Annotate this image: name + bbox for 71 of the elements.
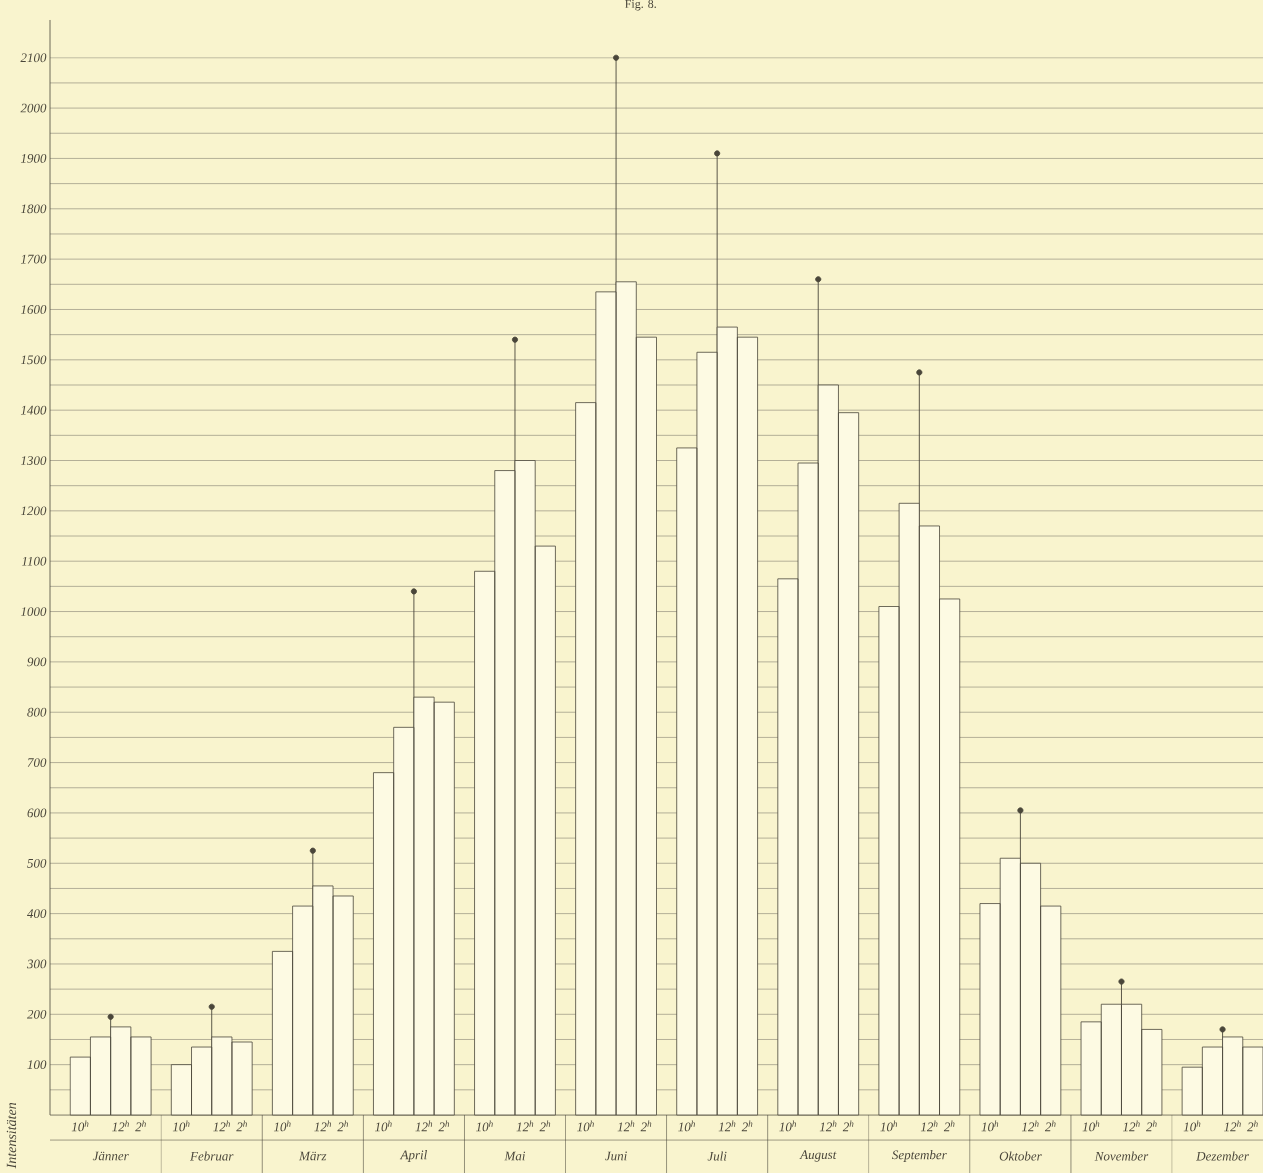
y-tick-label: 500	[27, 858, 47, 868]
x-tick-label: 12$^{h}$	[617, 1120, 635, 1132]
x-tick-label: 2$^{h}$	[842, 1120, 854, 1132]
x-tick-label: 10$^{h}$	[577, 1120, 594, 1132]
x-tick-label: 2$^{h}$	[236, 1120, 247, 1132]
text: Juni	[605, 1151, 627, 1161]
x-tick-label: 2$^{h}$	[741, 1120, 753, 1132]
y-tick-label: 1300	[20, 456, 47, 465]
y-tick-label: 700	[27, 758, 47, 767]
x-tick-label: 10$^{h}$	[375, 1120, 392, 1132]
text: Februar	[190, 1151, 234, 1161]
y-tick-label: 400	[27, 909, 47, 918]
x-tick-label: 12$^{h}$	[920, 1120, 938, 1132]
text: August	[799, 1150, 837, 1162]
text: September	[892, 1150, 947, 1162]
x-tick-label: 12$^{h}$	[516, 1120, 534, 1132]
y-axis-title: Intensitäten	[6, 1102, 17, 1169]
x-tick-label: 10$^{h}$	[880, 1120, 898, 1132]
x-tick-label: 2$^{h}$	[438, 1120, 450, 1132]
x-tick-label: 2$^{h}$	[1044, 1120, 1056, 1132]
y-tick-label: 1500	[20, 355, 47, 365]
y-tick-label: 1400	[20, 405, 47, 415]
text: Dezember	[1196, 1151, 1249, 1161]
x-tick-label: 12$^{h}$	[1021, 1120, 1039, 1132]
x-tick-label: 2$^{h}$	[640, 1120, 652, 1132]
y-tick-label: 1800	[20, 204, 47, 214]
y-tick-label: 600	[27, 808, 47, 818]
x-tick-label: 10$^{h}$	[476, 1120, 493, 1132]
x-tick-label: 10$^{h}$	[981, 1120, 999, 1132]
x-tick-label: 2$^{h}$	[1146, 1120, 1157, 1132]
y-tick-label: 2000	[20, 103, 47, 113]
y-tick-label: 200	[26, 1009, 47, 1019]
x-tick-label: 12$^{h}$	[1123, 1120, 1140, 1132]
x-tick-label: 10$^{h}$	[172, 1120, 190, 1132]
x-tick-label: 12$^{h}$	[819, 1120, 837, 1132]
text: Juli	[707, 1151, 727, 1161]
y-tick-label: 300	[26, 959, 47, 969]
y-tick-label: 1900	[20, 154, 47, 163]
x-tick-label: 12$^{h}$	[415, 1120, 433, 1132]
x-tick-label: 10$^{h}$	[71, 1120, 89, 1132]
chart-title: Fig. 8.	[625, 0, 656, 11]
y-tick-label: 1600	[20, 305, 47, 314]
y-tick-label: 1100	[21, 556, 47, 566]
y-tick-label: 2100	[20, 53, 47, 63]
x-tick-label: 10$^{h}$	[678, 1120, 695, 1132]
y-tick-label: 900	[27, 657, 47, 667]
x-tick-label: 2$^{h}$	[135, 1120, 146, 1132]
text: April	[399, 1150, 427, 1162]
x-tick-label: 12$^{h}$	[112, 1120, 129, 1132]
x-tick-label: 2$^{h}$	[539, 1120, 551, 1132]
x-tick-label: 10$^{h}$	[1082, 1120, 1100, 1132]
y-tick-label: 1200	[20, 506, 47, 516]
x-tick-label: 12$^{h}$	[1224, 1120, 1241, 1132]
x-tick-label: 12$^{h}$	[718, 1120, 736, 1132]
x-tick-label: 10$^{h}$	[273, 1120, 291, 1132]
text: Oktober	[999, 1151, 1042, 1161]
x-tick-label: 2$^{h}$	[943, 1120, 955, 1132]
x-tick-label: 2$^{h}$	[337, 1120, 349, 1132]
y-tick-label: 800	[27, 707, 47, 717]
y-tick-label: 1000	[20, 607, 47, 616]
x-tick-label: 10$^{h}$	[779, 1120, 797, 1132]
text: Jänner	[92, 1151, 129, 1161]
text: März	[298, 1151, 327, 1161]
y-tick-label: 100	[27, 1060, 47, 1070]
x-tick-label: 10$^{h}$	[1183, 1120, 1201, 1132]
text: November	[1094, 1151, 1149, 1161]
y-tick-label: 1700	[20, 254, 47, 264]
x-tick-label: 2$^{h}$	[1247, 1120, 1258, 1132]
x-tick-label: 12$^{h}$	[213, 1120, 230, 1132]
text: Mai	[504, 1151, 526, 1161]
x-tick-label: 12$^{h}$	[314, 1120, 332, 1132]
